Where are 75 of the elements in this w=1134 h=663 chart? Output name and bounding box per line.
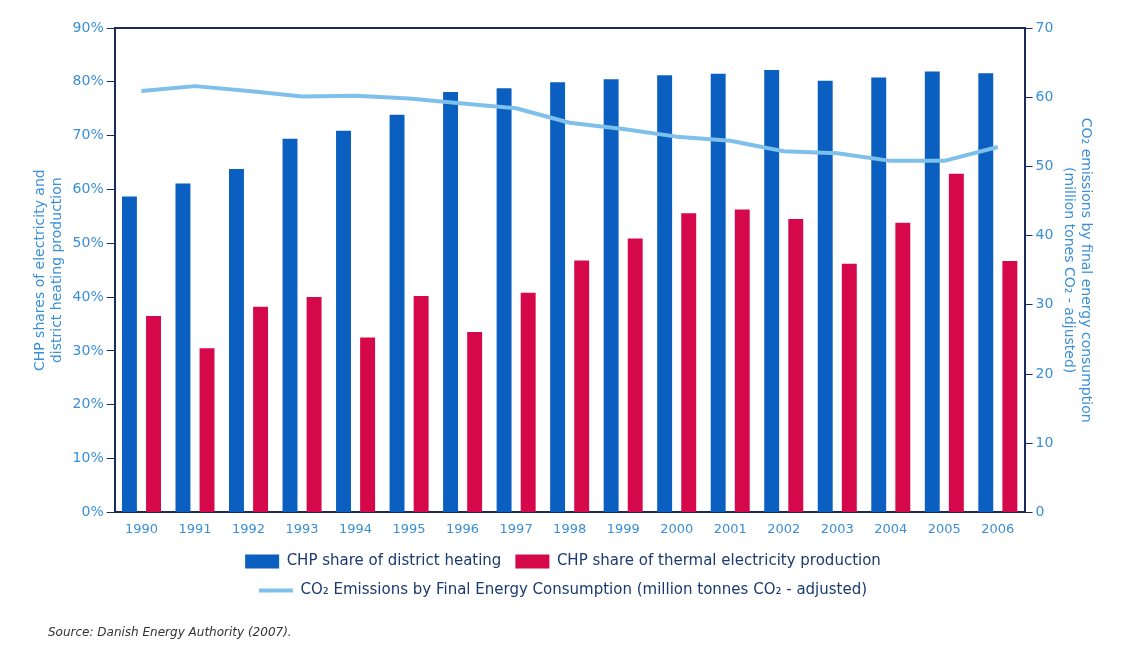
x-tick-label: 1999	[606, 520, 640, 536]
y2-axis-title: CO₂ emissions by final energy consumption (million tones CO₂ - adjusted)	[1062, 117, 1095, 423]
bar	[413, 296, 429, 512]
y-tick-label: 40%	[72, 287, 104, 304]
x-tick-label: 1995	[392, 520, 426, 536]
y-tick-label: 20%	[72, 395, 104, 412]
x-tick-label: 1994	[339, 520, 373, 536]
bar	[681, 213, 697, 512]
legend-label: CHP share of district heating	[286, 551, 502, 570]
x-tick-label: 2003	[820, 520, 854, 536]
bar	[627, 238, 643, 512]
x-tick-label: 1990	[124, 520, 159, 536]
bar	[306, 297, 322, 512]
bar	[550, 82, 566, 512]
x-tick-label: 2002	[767, 520, 801, 536]
x-tick-label: 2005	[927, 520, 961, 536]
bar	[360, 337, 376, 512]
bar	[710, 73, 726, 512]
x-tick-label: 1991	[178, 520, 212, 536]
x-tick-label: 1996	[446, 520, 480, 536]
x-tick-label: 1998	[553, 520, 587, 536]
bar	[978, 73, 994, 512]
y-tick-label: 30%	[72, 341, 104, 358]
y-tick-label: 0%	[81, 503, 104, 520]
bar	[336, 130, 351, 512]
bar	[841, 263, 857, 512]
legend-label: CHP share of thermal electricity production	[556, 551, 881, 570]
bar	[199, 348, 215, 512]
x-tick-label: 1993	[285, 520, 319, 536]
bar	[871, 77, 887, 512]
x-tick-label: 1997	[499, 520, 533, 536]
bar	[895, 222, 911, 512]
bar	[788, 219, 804, 512]
y-tick-label: 80%	[72, 72, 104, 89]
bar	[146, 315, 161, 512]
bar	[924, 71, 940, 512]
y2-tick-label: 10	[1035, 433, 1054, 450]
y2-tick-label: 50	[1035, 157, 1054, 174]
bar	[574, 260, 590, 512]
y2-tick-label: 40	[1035, 226, 1054, 243]
x-tick-label: 2001	[713, 520, 747, 536]
bar	[603, 79, 619, 512]
bar	[948, 173, 964, 512]
y-axis-title: CHP shares of electricity and district heating production	[31, 169, 64, 372]
y2-tick-label: 0	[1035, 503, 1045, 520]
bar	[764, 69, 780, 512]
bar	[253, 306, 269, 512]
bar	[282, 138, 298, 512]
x-tick-label: 1992	[231, 520, 266, 536]
y-tick-label: 70%	[72, 126, 104, 143]
bar	[1002, 261, 1018, 512]
y-tick-label: 60%	[72, 180, 104, 197]
y2-tick-label: 20	[1035, 364, 1054, 381]
x-tick-label: 2004	[874, 520, 908, 536]
x-tick-label: 2000	[660, 520, 694, 536]
bar	[175, 183, 191, 512]
y2-tick-label: 30	[1035, 295, 1054, 312]
bar	[121, 196, 137, 512]
bar	[520, 292, 536, 512]
bar	[389, 114, 405, 512]
y-tick-label: 90%	[72, 18, 104, 35]
bar	[734, 209, 750, 512]
y2-tick-label: 70	[1035, 18, 1054, 35]
bar	[443, 92, 459, 512]
y2-tick-label: 60	[1035, 87, 1054, 104]
y-tick-label: 10%	[72, 449, 104, 466]
y-tick-label: 50%	[72, 233, 104, 250]
legend-label: CO₂ Emissions by Final Energy Consumption (million tonnes CO₂ - adjusted)	[300, 580, 868, 599]
bar	[467, 332, 483, 512]
bar	[229, 169, 244, 512]
bar	[817, 80, 833, 512]
bar	[496, 88, 512, 512]
source-note: Source: Danish Energy Authority (2007).	[48, 625, 292, 639]
bar	[657, 75, 673, 512]
x-tick-label: 2006	[981, 520, 1015, 536]
